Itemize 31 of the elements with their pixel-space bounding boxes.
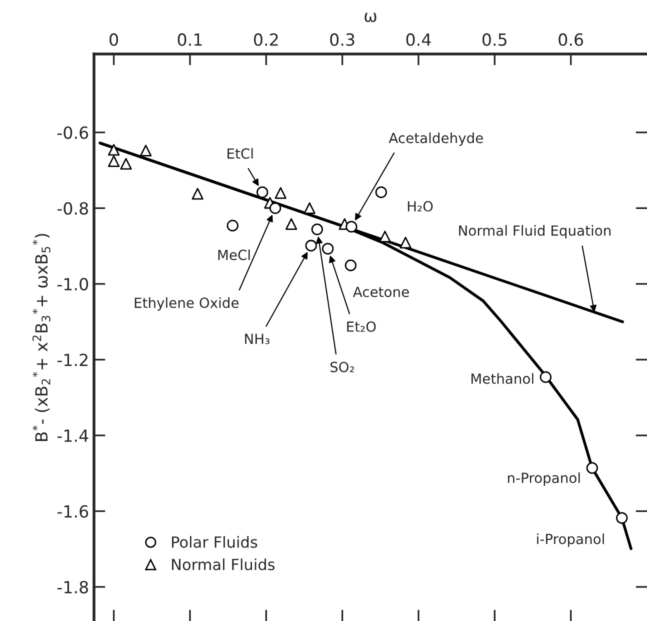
y-tick-label: -1.8 (57, 580, 88, 594)
x-tick-label: 0.1 (178, 33, 202, 46)
x-tick-label: 0.6 (558, 33, 584, 46)
annotation: SO₂ (330, 362, 354, 372)
annotation: i-Propanol (537, 533, 604, 547)
x-tick-label: 0.2 (254, 33, 278, 46)
y-tick-label: -1.0 (57, 278, 88, 290)
y-tick-label: -0.8 (57, 202, 88, 215)
annotation: Acetaldehyde (388, 132, 483, 146)
annotation: MeCl (218, 249, 250, 260)
x-tick-label: 0.4 (406, 33, 431, 46)
legend-label: Normal Fluids (172, 558, 275, 570)
y-tick-label: -0.6 (57, 126, 88, 139)
y-tick-label: -1.2 (57, 354, 88, 366)
annotation: n-Propanol (508, 472, 580, 486)
legend-label: Polar Fluids (172, 536, 258, 548)
x-tick-label: 0 (110, 33, 118, 46)
annotation: Methanol (472, 373, 534, 384)
annotation: Et₂O (347, 321, 376, 332)
text: B$^{*}$- (xB$_{2}$$^{*}$+ x$^{2}$B$_{3}$$^{*}$+ ωxB$_{5}$$^{*}$) (32, 234, 50, 441)
annotation: Acetone (352, 286, 409, 298)
annotation: Normal Fluid Equation (459, 225, 610, 238)
annotation: H₂O (408, 201, 433, 212)
annotation: EtCl (228, 148, 253, 159)
x-tick-label: 0.5 (482, 33, 506, 46)
y-tick-label: -1.4 (57, 430, 88, 442)
annotation: NH₃ (245, 334, 270, 344)
x-tick-label: 0.3 (330, 33, 354, 46)
x-axis-title: ω (364, 12, 376, 22)
y-tick-label: -1.6 (57, 505, 88, 518)
annotation: Ethylene Oxide (134, 297, 239, 311)
